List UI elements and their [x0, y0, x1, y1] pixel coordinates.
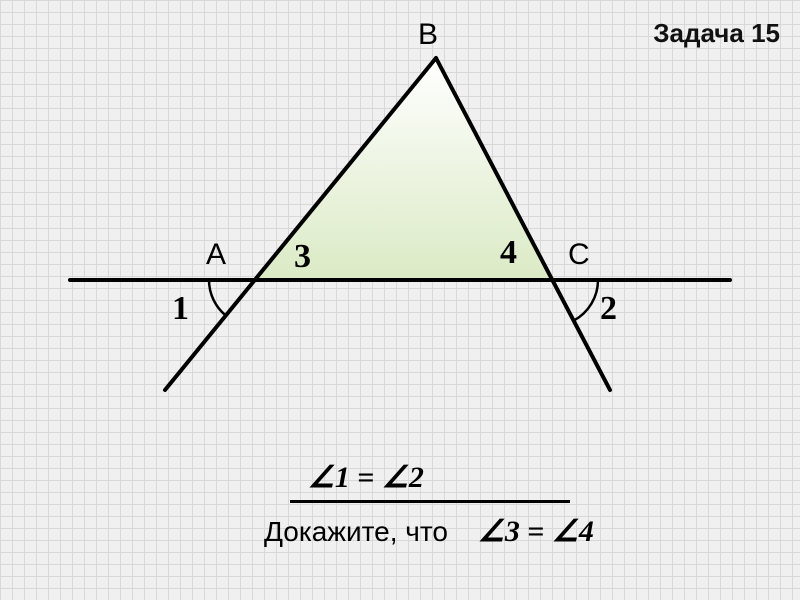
angle-arc-2	[573, 280, 598, 321]
angle-number-4: 4	[500, 234, 517, 272]
given-expression: ∠1 = ∠2	[308, 460, 424, 495]
point-label-c: С	[568, 238, 590, 272]
angle-number-1: 1	[172, 290, 189, 328]
point-label-a: А	[206, 238, 226, 272]
angle-number-2: 2	[600, 290, 617, 328]
prove-expression: ∠3 = ∠4	[478, 514, 594, 549]
prove-lhs: ∠3	[478, 515, 520, 548]
problem-title: Задача 15	[653, 18, 780, 49]
point-label-b: В	[418, 18, 438, 52]
angle-number-3: 3	[294, 238, 311, 276]
given-rhs: ∠2	[382, 461, 424, 494]
angle-arc-1	[209, 280, 226, 316]
fraction-bar	[290, 500, 570, 503]
prove-eq: =	[527, 515, 544, 548]
geometry-figure	[0, 0, 800, 600]
given-lhs: ∠1	[308, 461, 350, 494]
prove-rhs: ∠4	[552, 515, 594, 548]
prove-text: Докажите, что	[264, 516, 448, 548]
given-eq: =	[357, 461, 374, 494]
